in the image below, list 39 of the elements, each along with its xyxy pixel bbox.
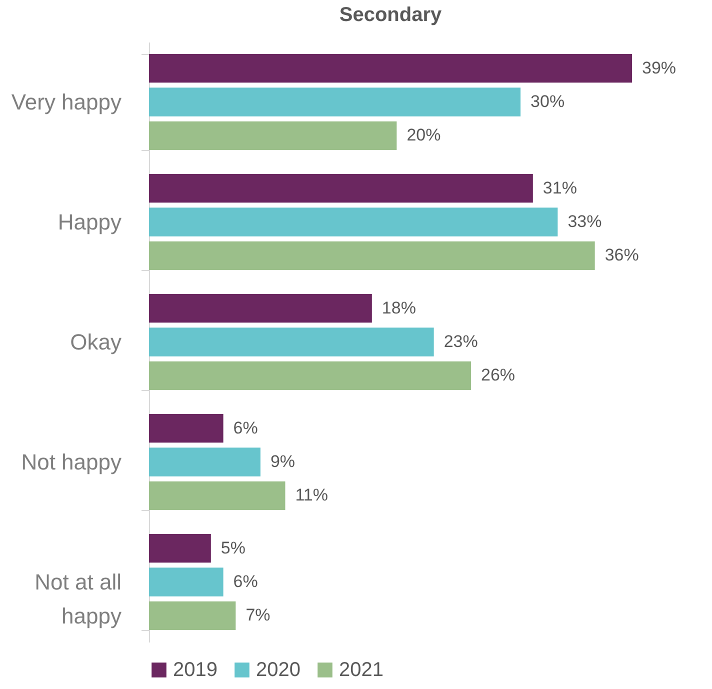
bar	[149, 481, 286, 510]
y-tick-label: Very happy	[11, 90, 122, 114]
data-label: 18%	[382, 298, 416, 318]
data-label: 6%	[233, 572, 258, 591]
legend-label: 2021	[339, 659, 384, 681]
data-label: 31%	[542, 178, 577, 198]
bar	[149, 601, 236, 630]
y-tick-label: Okay	[70, 330, 122, 354]
bar	[149, 414, 224, 443]
data-label: 33%	[568, 212, 602, 231]
bar	[149, 328, 434, 356]
data-label: 7%	[246, 606, 270, 625]
bar	[149, 534, 211, 563]
bar	[149, 361, 471, 390]
y-tick-label: Not at all happy	[34, 570, 122, 628]
chart-title: Secondary	[339, 4, 443, 26]
data-label: 9%	[270, 452, 296, 471]
data-label: 26%	[481, 366, 516, 385]
bar	[149, 241, 595, 270]
y-tick-label: Not happy	[21, 450, 122, 474]
legend-label: 2020	[256, 659, 300, 681]
data-label: 39%	[642, 58, 676, 78]
data-label: 20%	[406, 126, 441, 145]
bar	[149, 208, 558, 236]
data-label: 23%	[444, 332, 478, 351]
y-tick-label: Happy	[58, 210, 122, 234]
bar	[149, 448, 260, 476]
data-label: 36%	[604, 246, 639, 265]
legend-label: 2019	[173, 659, 218, 681]
data-label: 5%	[220, 538, 246, 558]
data-label: 6%	[233, 418, 258, 438]
bar	[149, 88, 521, 116]
bar	[149, 568, 224, 596]
bar	[149, 294, 372, 323]
bar	[149, 54, 632, 83]
data-label: 11%	[295, 486, 328, 505]
bar	[149, 121, 397, 150]
data-label: 30%	[530, 92, 565, 111]
bar	[149, 174, 533, 203]
